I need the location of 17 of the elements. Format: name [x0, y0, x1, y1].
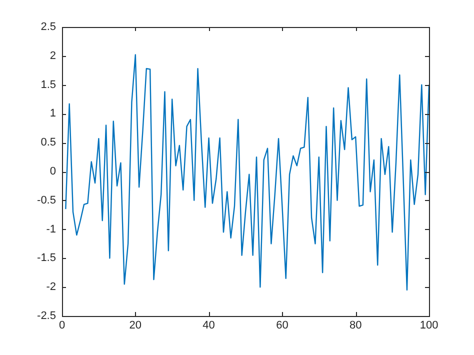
y-tick-label: -1 — [46, 223, 56, 236]
y-tick-label: 1.5 — [40, 78, 56, 91]
y-tick-label: 1 — [50, 108, 56, 120]
x-tick-label: 60 — [276, 320, 288, 332]
x-tick-label: 20 — [129, 320, 142, 332]
y-tick-label: 2.5 — [40, 21, 56, 34]
y-tick-label: -2 — [46, 281, 56, 294]
y-tick-label: -2.5 — [37, 310, 56, 322]
y-tick-label: -0.5 — [37, 194, 56, 206]
x-tick-label: 80 — [349, 320, 362, 332]
x-tick-label: 0 — [58, 320, 66, 332]
y-tick-label: 2 — [50, 50, 56, 62]
y-tick-label: 0.5 — [40, 136, 56, 149]
y-tick-label: 0 — [50, 166, 56, 178]
x-tick-label: 100 — [420, 320, 438, 332]
x-tick-label: 40 — [202, 320, 215, 332]
y-tick-label: -1.5 — [37, 252, 56, 264]
